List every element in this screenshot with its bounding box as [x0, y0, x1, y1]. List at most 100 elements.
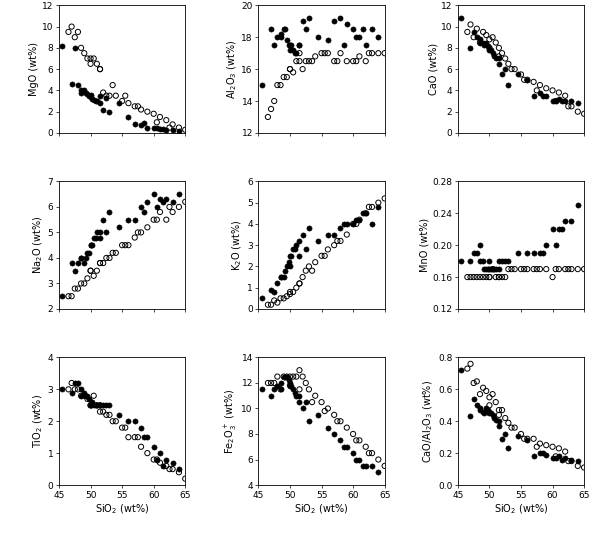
- Point: [560, 454, 570, 462]
- Point: [298, 404, 307, 413]
- Point: [301, 379, 310, 387]
- Point: [317, 49, 326, 58]
- Point: [165, 203, 174, 211]
- Point: [314, 33, 323, 42]
- Point: [295, 237, 304, 245]
- Point: [358, 25, 368, 34]
- Point: [152, 455, 162, 464]
- Point: [560, 447, 570, 456]
- Point: [339, 442, 348, 451]
- Point: [504, 265, 513, 273]
- Point: [276, 273, 285, 281]
- Point: [532, 442, 542, 451]
- Point: [554, 265, 563, 273]
- Point: [307, 373, 317, 381]
- Point: [143, 223, 152, 231]
- Point: [486, 46, 496, 54]
- Point: [516, 44, 526, 52]
- Point: [136, 228, 146, 237]
- Point: [67, 292, 76, 301]
- Point: [266, 379, 276, 387]
- Point: [485, 44, 494, 52]
- Point: [304, 417, 314, 425]
- Point: [513, 265, 523, 273]
- Point: [86, 401, 95, 409]
- Point: [92, 60, 101, 68]
- Point: [165, 123, 174, 132]
- Point: [510, 65, 519, 74]
- Point: [548, 454, 558, 462]
- Point: [273, 373, 282, 381]
- Point: [84, 248, 94, 257]
- Point: [486, 265, 496, 273]
- Point: [535, 265, 545, 273]
- Point: [558, 225, 567, 233]
- Point: [289, 46, 298, 54]
- Point: [168, 465, 178, 473]
- Point: [307, 398, 317, 406]
- Point: [280, 25, 290, 34]
- Point: [494, 52, 504, 61]
- Point: [276, 84, 285, 93]
- Point: [181, 198, 190, 206]
- Point: [336, 436, 345, 445]
- Point: [89, 54, 99, 63]
- Point: [152, 215, 162, 224]
- Point: [304, 224, 314, 232]
- Point: [89, 233, 99, 242]
- Point: [542, 84, 551, 93]
- Point: [507, 265, 516, 273]
- Point: [101, 228, 111, 237]
- Point: [494, 410, 504, 419]
- Point: [117, 274, 127, 282]
- Point: [485, 44, 494, 52]
- Point: [497, 265, 507, 273]
- Point: [136, 105, 146, 114]
- Point: [286, 284, 295, 292]
- Point: [83, 401, 92, 409]
- Point: [523, 249, 532, 257]
- Point: [485, 383, 494, 392]
- Point: [86, 266, 95, 275]
- Point: [86, 46, 95, 54]
- Point: [504, 81, 513, 90]
- Point: [124, 112, 133, 121]
- Point: [136, 442, 146, 451]
- Point: [91, 401, 100, 409]
- Point: [83, 274, 92, 282]
- Point: [488, 265, 497, 273]
- Point: [96, 259, 105, 268]
- Point: [329, 17, 339, 26]
- Point: [497, 35, 507, 44]
- Point: [307, 277, 317, 286]
- Point: [86, 401, 95, 409]
- Point: [352, 220, 361, 228]
- Point: [301, 373, 310, 381]
- Point: [70, 44, 80, 52]
- Point: [301, 25, 310, 34]
- X-axis label: SiO$_2$ (wt%): SiO$_2$ (wt%): [494, 503, 548, 516]
- Y-axis label: Fe$_2$O$_3^+$ (wt%): Fe$_2$O$_3^+$ (wt%): [222, 389, 238, 454]
- Point: [86, 266, 95, 275]
- Point: [149, 123, 158, 132]
- Point: [494, 406, 504, 414]
- Point: [289, 373, 298, 381]
- Point: [368, 220, 377, 228]
- Point: [494, 44, 504, 52]
- Point: [320, 49, 329, 58]
- Point: [273, 81, 282, 90]
- Point: [149, 109, 158, 118]
- Point: [579, 265, 589, 273]
- Point: [101, 254, 111, 262]
- Point: [96, 401, 105, 409]
- Point: [92, 277, 101, 285]
- Point: [282, 81, 291, 90]
- Point: [567, 217, 576, 225]
- Point: [57, 42, 67, 50]
- Point: [485, 33, 494, 42]
- Point: [535, 81, 545, 90]
- Point: [257, 81, 266, 90]
- Point: [548, 442, 558, 451]
- Point: [83, 394, 92, 403]
- Point: [342, 230, 352, 239]
